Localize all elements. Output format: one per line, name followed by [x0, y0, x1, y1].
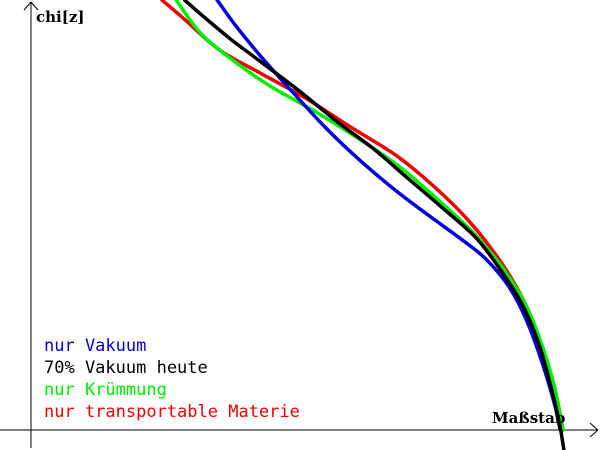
x-axis-label: Maßstab	[492, 409, 565, 427]
series-line-0	[215, 0, 562, 432]
x-axis-arrowhead	[589, 429, 599, 438]
series-line-2	[174, 0, 565, 432]
x-axis-arrowhead	[589, 422, 599, 431]
series-line-1	[182, 0, 566, 450]
legend-item-kruemmung: nur Krümmung	[44, 380, 167, 400]
legend-item-vakuum: nur Vakuum	[44, 336, 146, 356]
legend: nur Vakuum 70% Vakuum heute nur Krümmung…	[44, 336, 300, 422]
legend-item-materie: nur transportable Materie	[44, 402, 300, 422]
series-line-3	[160, 0, 565, 432]
legend-item-70-vakuum: 70% Vakuum heute	[44, 358, 208, 378]
curves	[160, 0, 566, 450]
y-axis-arrowhead	[23, 1, 32, 11]
y-axis-arrowhead	[30, 1, 39, 11]
y-axis-label: chi[z]	[36, 8, 84, 26]
